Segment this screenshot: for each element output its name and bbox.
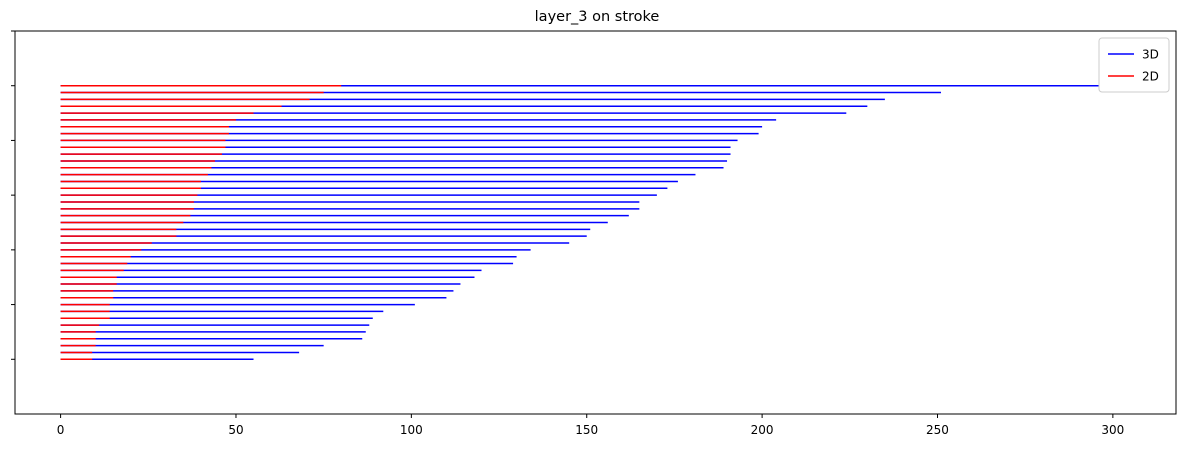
legend-box <box>1098 37 1170 93</box>
x-tick-label: 300 <box>1101 423 1124 437</box>
plot-area <box>14 30 1177 415</box>
x-tick-label: 200 <box>751 423 774 437</box>
legend-label-2D: 2D <box>1142 70 1159 84</box>
legend-label-3D: 3D <box>1142 48 1159 62</box>
x-tick-label: 150 <box>575 423 598 437</box>
chart-title: layer_3 on stroke <box>535 9 660 25</box>
x-tick-label: 50 <box>228 423 243 437</box>
x-tick-label: 250 <box>926 423 949 437</box>
x-axis: 0 50 100 150 200 250 300 <box>57 414 1124 437</box>
x-tick-label: 0 <box>57 423 65 437</box>
series-layer <box>60 84 1127 361</box>
x-tick-label: 100 <box>400 423 423 437</box>
y-axis <box>11 30 15 360</box>
series-2D <box>60 84 342 361</box>
legend[interactable]: 3D 2D <box>1098 37 1170 93</box>
